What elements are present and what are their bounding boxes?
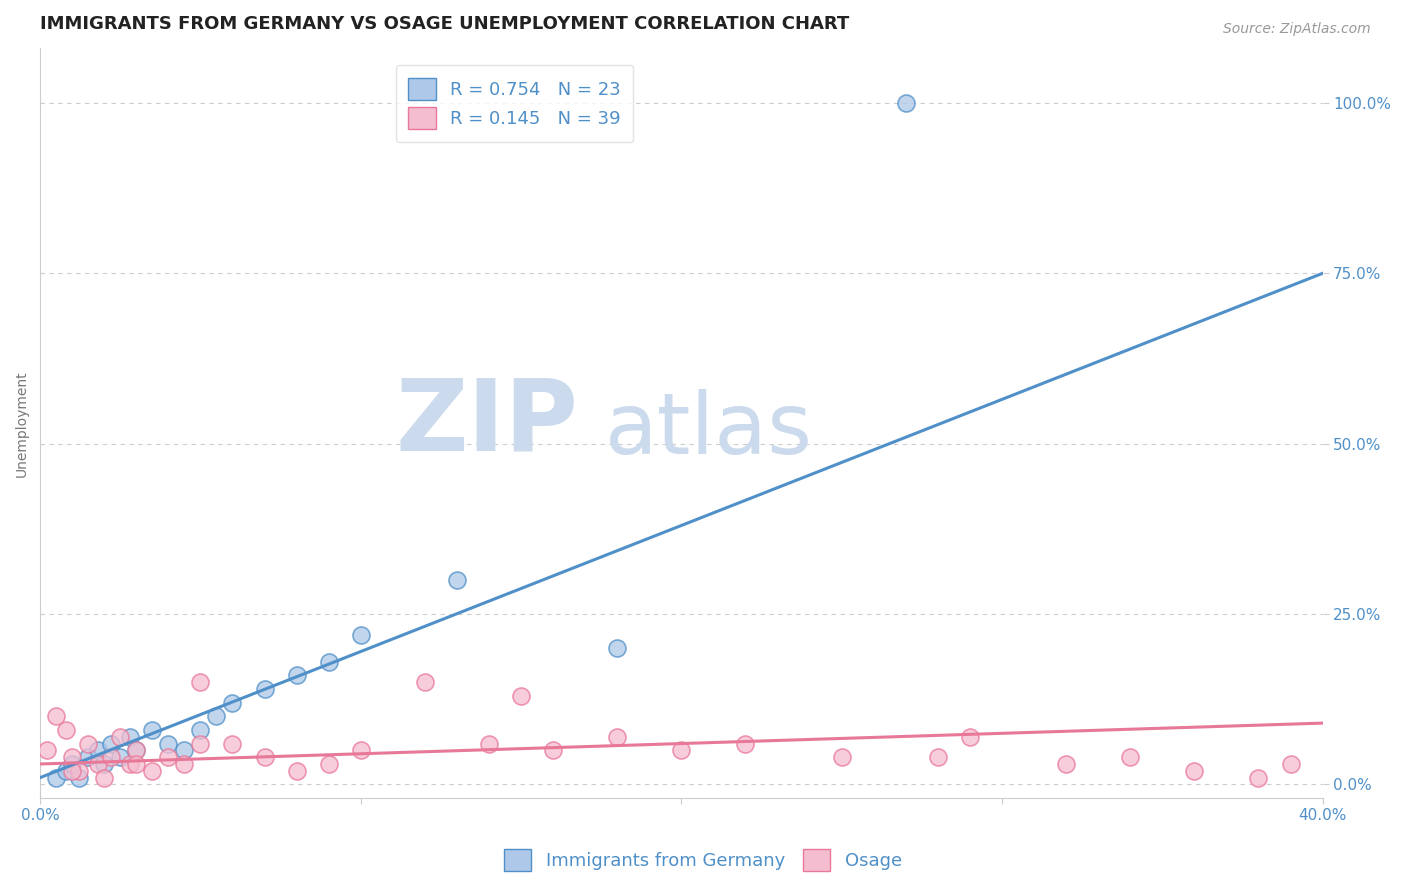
Point (190, 675, 212, 690)
Point (221, 737, 243, 751)
Point (173, 756, 195, 771)
Point (118, 756, 141, 771)
Point (55, 764, 77, 778)
Point (125, 743, 148, 757)
Point (60, 764, 83, 778)
Point (1119, 750, 1142, 764)
Point (100, 737, 122, 751)
Text: Source: ZipAtlas.com: Source: ZipAtlas.com (1223, 22, 1371, 37)
Point (606, 730, 628, 744)
Point (478, 737, 501, 751)
Point (1182, 764, 1205, 778)
Point (190, 737, 212, 751)
Point (87, 756, 110, 771)
Point (60, 756, 83, 771)
Point (35, 743, 58, 757)
Point (446, 573, 468, 587)
Point (671, 743, 693, 757)
Point (350, 743, 373, 757)
Point (157, 737, 180, 751)
Point (221, 696, 243, 710)
Text: ZIP: ZIP (396, 375, 579, 472)
Point (141, 723, 163, 737)
Point (125, 756, 148, 771)
Point (93, 771, 115, 785)
Legend: R = 0.754   N = 23, R = 0.145   N = 39: R = 0.754 N = 23, R = 0.145 N = 39 (396, 65, 634, 142)
Point (55, 723, 77, 737)
Point (45, 709, 67, 723)
Point (253, 681, 276, 696)
Text: IMMIGRANTS FROM GERMANY VS OSAGE UNEMPLOYMENT CORRELATION CHART: IMMIGRANTS FROM GERMANY VS OSAGE UNEMPLO… (41, 15, 849, 33)
Point (110, 750, 132, 764)
Point (190, 723, 212, 737)
Point (118, 730, 141, 744)
Point (285, 668, 308, 682)
Point (1247, 771, 1270, 785)
Text: atlas: atlas (605, 389, 813, 472)
Point (67, 764, 90, 778)
Point (125, 743, 148, 757)
Point (285, 764, 308, 778)
Point (510, 689, 533, 703)
Point (959, 730, 981, 744)
Point (253, 750, 276, 764)
Legend: Immigrants from Germany, Osage: Immigrants from Germany, Osage (498, 842, 908, 879)
Point (110, 730, 132, 744)
Point (67, 771, 90, 785)
Point (157, 750, 180, 764)
Point (927, 750, 949, 764)
Point (350, 627, 373, 641)
Point (77, 750, 100, 764)
Point (93, 756, 115, 771)
Point (541, 743, 564, 757)
Point (45, 771, 67, 785)
Point (606, 641, 628, 656)
Point (60, 750, 83, 764)
Y-axis label: Unemployment: Unemployment (15, 370, 30, 476)
Point (734, 737, 756, 751)
Point (141, 764, 163, 778)
Point (173, 743, 195, 757)
Point (100, 750, 122, 764)
Point (831, 750, 853, 764)
Point (1054, 756, 1077, 771)
Point (413, 675, 436, 690)
Point (318, 756, 340, 771)
Point (205, 709, 228, 723)
Point (1279, 756, 1302, 771)
Point (77, 737, 100, 751)
Point (894, 95, 917, 110)
Point (87, 743, 110, 757)
Point (318, 655, 340, 669)
